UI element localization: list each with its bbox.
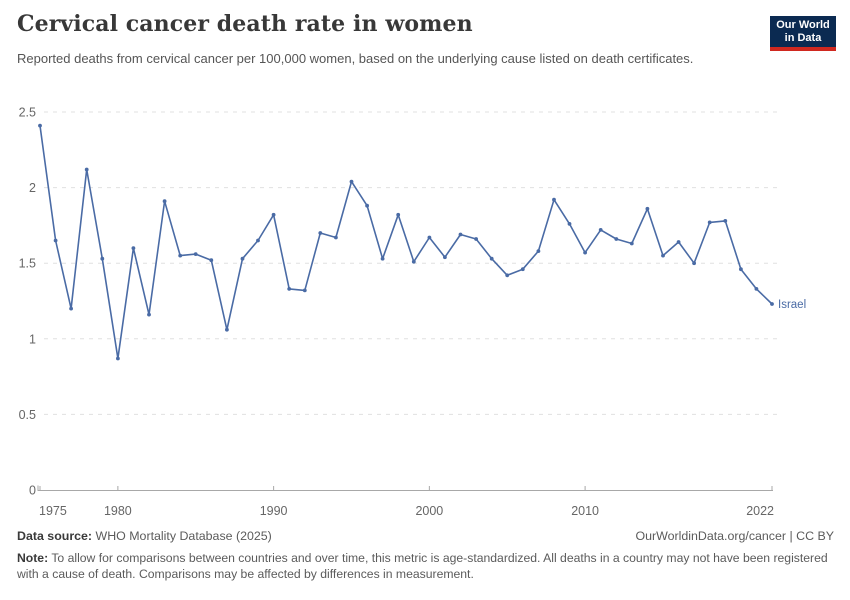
data-point[interactable] <box>770 302 774 306</box>
data-point[interactable] <box>707 220 712 225</box>
data-point[interactable] <box>162 199 167 204</box>
owid-logo-line2: in Data <box>784 32 822 44</box>
chart-subtitle: Reported deaths from cervical cancer per… <box>17 51 694 66</box>
owid-logo[interactable]: Our World in Data <box>770 16 836 51</box>
data-point[interactable] <box>629 241 634 246</box>
y-axis-tick-label: 0.5 <box>19 408 36 422</box>
x-axis-tick-label: 2022 <box>746 504 774 518</box>
data-point[interactable] <box>583 250 587 255</box>
data-point[interactable] <box>443 255 447 260</box>
data-point[interactable] <box>536 249 541 254</box>
data-point[interactable] <box>661 253 665 258</box>
data-source: Data source: WHO Mortality Database (202… <box>17 529 272 543</box>
data-point[interactable] <box>131 246 136 251</box>
data-point[interactable] <box>53 238 58 243</box>
series-line <box>39 125 773 360</box>
data-point[interactable] <box>614 237 619 241</box>
series-label[interactable]: Israel <box>778 299 806 311</box>
owid-logo-line1: Our World <box>776 19 830 31</box>
data-point[interactable] <box>458 232 463 237</box>
data-point[interactable] <box>240 256 245 261</box>
data-point[interactable] <box>69 306 73 311</box>
data-point[interactable] <box>225 327 229 332</box>
data-point[interactable] <box>692 261 696 266</box>
x-axis-tick-label: 2000 <box>415 504 443 518</box>
data-point[interactable] <box>489 256 494 261</box>
data-point[interactable] <box>645 206 650 211</box>
y-axis-tick-label: 0 <box>29 484 36 498</box>
x-axis-tick-label: 1975 <box>39 504 67 518</box>
data-point[interactable] <box>287 287 292 291</box>
y-axis-tick-label: 2.5 <box>19 106 36 120</box>
data-point[interactable] <box>474 237 478 241</box>
footer-row: Data source: WHO Mortality Database (202… <box>17 529 834 543</box>
data-point[interactable] <box>754 287 759 291</box>
data-source-label: Data source: <box>17 529 93 543</box>
data-point[interactable] <box>723 219 728 223</box>
data-point[interactable] <box>396 212 401 217</box>
data-point[interactable] <box>178 253 183 258</box>
data-point[interactable] <box>38 123 42 128</box>
data-point[interactable] <box>116 356 120 361</box>
data-point[interactable] <box>505 273 510 278</box>
data-point[interactable] <box>209 258 214 263</box>
data-point[interactable] <box>365 203 369 208</box>
x-axis-tick-label: 1990 <box>260 504 288 518</box>
data-source-value: WHO Mortality Database (2025) <box>92 529 272 543</box>
data-point[interactable] <box>256 238 260 243</box>
y-axis-tick-label: 2 <box>29 181 36 195</box>
y-axis-tick-label: 1.5 <box>19 257 36 271</box>
data-point[interactable] <box>147 312 151 317</box>
data-point[interactable] <box>427 235 432 240</box>
x-axis-line <box>37 485 773 491</box>
data-point[interactable] <box>302 288 307 293</box>
data-point[interactable] <box>100 256 105 261</box>
footer-note: Note: To allow for comparisons between c… <box>17 550 830 582</box>
data-point[interactable] <box>84 167 89 172</box>
page-title: Cervical cancer death rate in women <box>17 11 473 37</box>
data-point[interactable] <box>271 212 276 217</box>
data-point[interactable] <box>520 267 525 272</box>
data-point[interactable] <box>380 256 385 261</box>
x-axis-tick-label: 1980 <box>104 504 132 518</box>
data-point[interactable] <box>411 259 416 264</box>
data-point[interactable] <box>676 240 681 244</box>
data-point[interactable] <box>193 252 198 256</box>
data-point[interactable] <box>334 235 338 240</box>
note-label: Note: <box>17 551 49 565</box>
x-axis-tick-label: 2010 <box>571 504 599 518</box>
data-point[interactable] <box>552 197 556 202</box>
data-point[interactable] <box>739 267 743 272</box>
data-point[interactable] <box>349 179 354 184</box>
data-point[interactable] <box>567 222 572 226</box>
note-text: To allow for comparisons between countri… <box>17 551 828 581</box>
data-point[interactable] <box>598 228 603 232</box>
y-axis-tick-label: 1 <box>29 332 36 346</box>
footer-link[interactable]: OurWorldinData.org/cancer | CC BY <box>635 529 834 543</box>
data-point[interactable] <box>318 231 323 235</box>
